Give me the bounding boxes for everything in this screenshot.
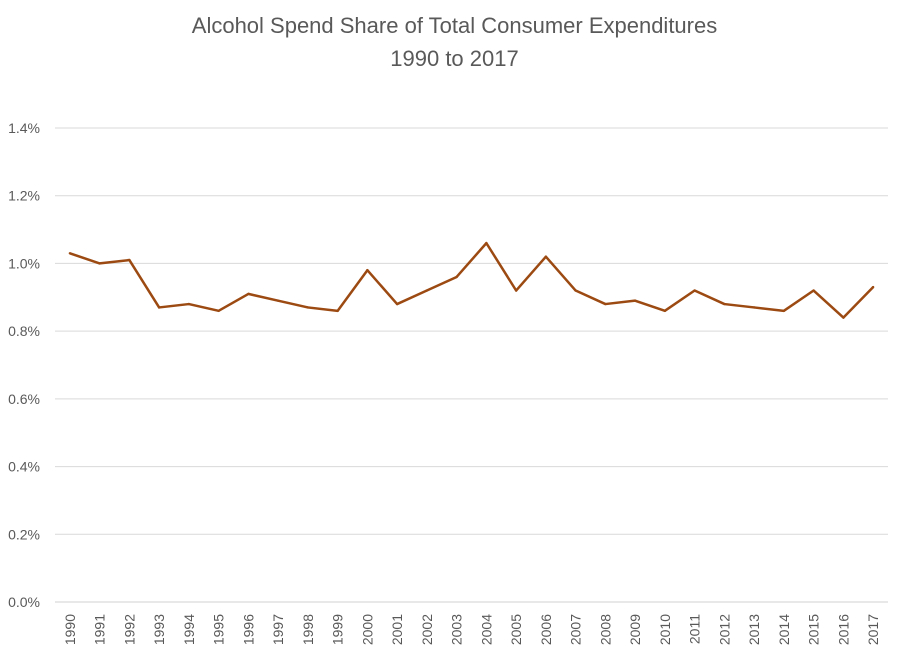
data-point bbox=[425, 289, 429, 292]
data-point bbox=[276, 299, 280, 302]
x-tick-label: 1998 bbox=[300, 614, 316, 645]
x-tick-label: 2008 bbox=[597, 614, 613, 645]
x-tick-label: 2013 bbox=[746, 614, 762, 645]
data-point bbox=[485, 241, 488, 245]
x-tick-label: 1995 bbox=[211, 614, 227, 645]
data-point bbox=[723, 302, 726, 306]
data-point bbox=[633, 299, 637, 302]
x-tick-label: 2005 bbox=[508, 614, 524, 645]
x-tick-label: 1994 bbox=[181, 614, 197, 645]
series-line bbox=[69, 241, 875, 319]
x-tick-label: 1990 bbox=[62, 614, 78, 645]
data-point bbox=[842, 316, 845, 319]
data-point bbox=[395, 302, 399, 306]
data-point bbox=[752, 306, 756, 309]
y-tick-label: 0.6% bbox=[8, 391, 40, 407]
x-tick-label: 2011 bbox=[687, 614, 703, 644]
data-point bbox=[336, 309, 339, 313]
y-tick-label: 0.0% bbox=[8, 594, 40, 610]
x-tick-label: 2007 bbox=[568, 614, 584, 645]
x-tick-label: 2000 bbox=[359, 614, 375, 645]
y-tick-label: 0.4% bbox=[8, 459, 40, 475]
x-tick-label: 2002 bbox=[419, 614, 435, 645]
data-point bbox=[574, 289, 577, 292]
x-tick-label: 2016 bbox=[835, 614, 851, 645]
x-tick-label: 1996 bbox=[240, 614, 256, 645]
x-tick-label: 1992 bbox=[121, 614, 137, 645]
x-tick-label: 2015 bbox=[806, 614, 822, 645]
x-tick-label: 2014 bbox=[776, 614, 792, 645]
x-tick-label: 2003 bbox=[449, 614, 465, 645]
y-tick-label: 1.2% bbox=[8, 188, 40, 204]
data-point bbox=[604, 302, 607, 306]
chart-subtitle: 1990 to 2017 bbox=[390, 46, 519, 71]
data-point bbox=[128, 258, 131, 262]
data-point bbox=[157, 306, 161, 309]
y-tick-label: 1.0% bbox=[8, 255, 40, 271]
x-tick-label: 2009 bbox=[627, 614, 643, 645]
data-point bbox=[98, 262, 101, 265]
data-point bbox=[187, 302, 191, 306]
x-tick-label: 1999 bbox=[330, 614, 346, 645]
x-tick-label: 1991 bbox=[92, 614, 108, 645]
data-point bbox=[306, 306, 310, 309]
data-point bbox=[247, 292, 250, 296]
data-point bbox=[455, 275, 458, 279]
x-tick-label: 2006 bbox=[538, 614, 554, 645]
y-tick-label: 0.2% bbox=[8, 526, 40, 542]
x-tick-label: 2010 bbox=[657, 614, 673, 645]
data-point bbox=[871, 285, 875, 289]
x-tick-label: 1997 bbox=[270, 614, 286, 645]
y-tick-label: 1.4% bbox=[8, 120, 40, 136]
data-point bbox=[366, 269, 369, 272]
x-tick-label: 2004 bbox=[478, 614, 494, 645]
data-point bbox=[217, 309, 220, 313]
data-point bbox=[782, 309, 786, 313]
data-point bbox=[693, 289, 696, 292]
chart-title: Alcohol Spend Share of Total Consumer Ex… bbox=[191, 13, 718, 38]
y-tick-label: 0.8% bbox=[8, 323, 40, 339]
data-point bbox=[663, 309, 667, 313]
data-point bbox=[68, 252, 72, 255]
x-tick-label: 2001 bbox=[389, 614, 405, 645]
data-point bbox=[514, 289, 518, 292]
data-point bbox=[544, 255, 548, 258]
x-tick-label: 2017 bbox=[865, 614, 881, 645]
x-tick-label: 1993 bbox=[151, 614, 167, 645]
data-point bbox=[812, 289, 815, 292]
x-tick-label: 2012 bbox=[716, 614, 732, 645]
